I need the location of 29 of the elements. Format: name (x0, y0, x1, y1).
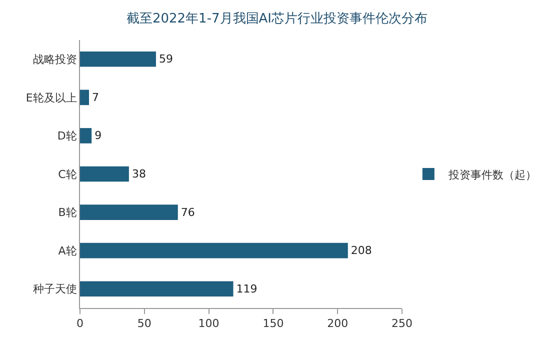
bar (80, 281, 234, 297)
data-label: 76 (180, 206, 195, 219)
x-tick-label: 150 (262, 317, 284, 330)
y-tick-label: B轮 (58, 206, 77, 220)
y-tick-label: 战略投资 (32, 52, 77, 66)
y-tick-label: E轮及以上 (26, 91, 77, 104)
y-tick-label: A轮 (58, 244, 77, 258)
data-label: 9 (94, 129, 102, 142)
bar (80, 90, 90, 106)
bar (80, 128, 92, 144)
y-tick-label: 种子天使 (32, 282, 77, 296)
bar (80, 204, 178, 220)
x-tick-label: 250 (392, 317, 412, 330)
data-label: 7 (92, 90, 100, 104)
legend-label: 投资事件数（起） (447, 168, 536, 182)
x-tick-label: 50 (137, 317, 152, 330)
x-tick-label: 0 (76, 317, 84, 330)
bar (80, 166, 129, 182)
y-tick-label: D轮 (57, 130, 77, 143)
data-label: 208 (350, 244, 372, 258)
bar (80, 242, 348, 258)
bar (80, 51, 156, 67)
x-tick-label: 200 (327, 317, 348, 330)
data-label: 38 (132, 168, 146, 180)
x-tick-label: 100 (198, 317, 220, 330)
data-label: 119 (236, 282, 258, 296)
chart-title: 截至2022年1-7月我国AI芯片行业投资事件伦次分布 (126, 12, 428, 27)
data-label: 59 (158, 52, 173, 66)
y-tick-label: C轮 (58, 168, 77, 181)
